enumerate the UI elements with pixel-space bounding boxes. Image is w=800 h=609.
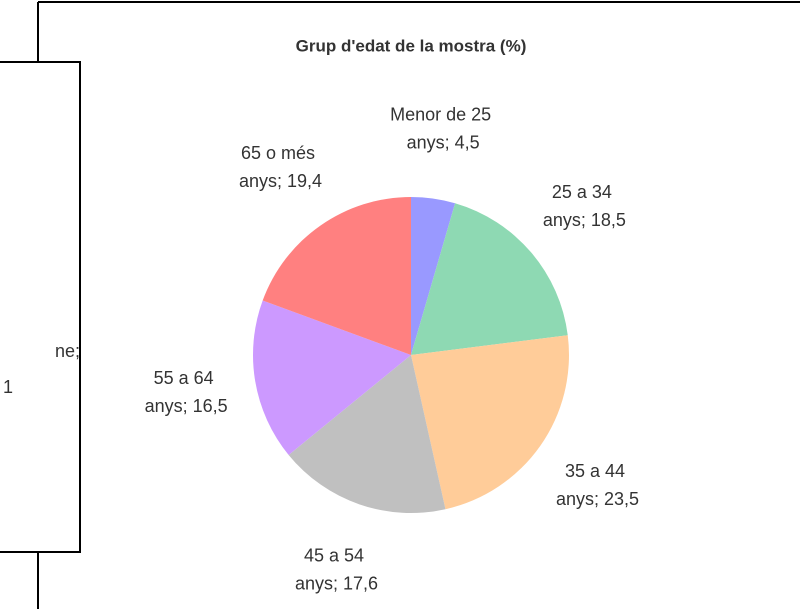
data-label-line: anys; 18,5	[543, 210, 626, 230]
data-label: 35 a 44 anys; 23,5	[556, 461, 639, 509]
background-fragment: 1	[3, 377, 13, 397]
background-fragment: ne;	[55, 341, 80, 361]
pie-slice	[411, 203, 568, 355]
pie-slice	[288, 355, 446, 513]
data-label-line: 55 a 64	[154, 368, 219, 388]
data-label-line: anys; 17,6	[295, 573, 378, 593]
data-label-line: anys; 23,5	[556, 489, 639, 509]
data-label-line: anys; 4,5	[407, 132, 480, 152]
data-label: 55 a 64 anys; 16,5	[145, 368, 228, 416]
data-label: 65 o més anys; 19,4	[239, 143, 322, 191]
pie-slice	[262, 197, 411, 355]
data-label-line: 65 o més	[241, 143, 320, 163]
data-label: 25 a 34 anys; 18,5	[543, 182, 626, 230]
pie-slice	[411, 335, 569, 510]
chart-title: Grup d'edat de la mostra (%)	[296, 36, 527, 55]
data-label-line: 25 a 34	[552, 182, 617, 202]
data-label-line: anys; 19,4	[239, 171, 322, 191]
data-label-line: 45 a 54	[304, 545, 369, 565]
data-label-line: Menor de 25	[390, 104, 496, 124]
data-label: 45 a 54 anys; 17,6	[295, 545, 378, 593]
data-label: Menor de 25 anys; 4,5	[390, 104, 496, 152]
background-chart-frame	[0, 61, 81, 553]
pie-slice	[253, 300, 411, 455]
data-label-line: 35 a 44	[565, 461, 630, 481]
data-label-line: anys; 16,5	[145, 396, 228, 416]
pie-slice	[411, 197, 456, 355]
